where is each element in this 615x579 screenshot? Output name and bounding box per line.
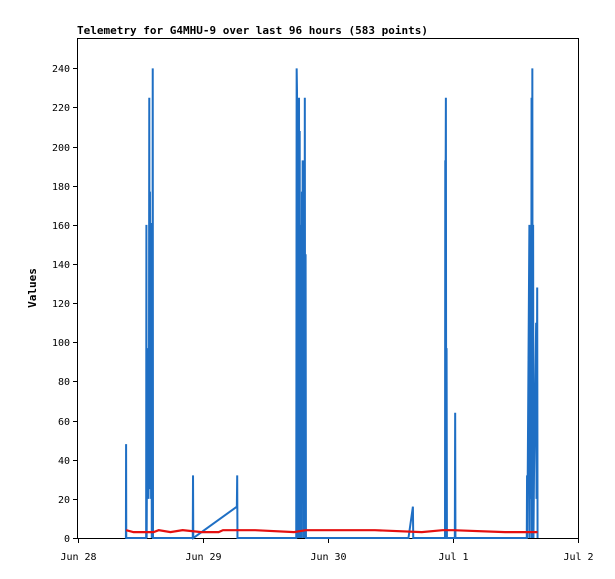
y-tick-label: 220 <box>52 103 70 114</box>
y-axis-label: Values <box>26 268 39 308</box>
x-tick-label: Jun 29 <box>185 552 221 563</box>
y-axis: 0 20 40 60 80 100 120 140 160 180 200 220 240 <box>52 64 78 545</box>
x-tick-label: Jun 28 <box>60 552 96 563</box>
y-tick-label: 240 <box>52 64 70 75</box>
y-tick-label: 160 <box>52 221 70 232</box>
y-tick-label: 80 <box>58 377 70 388</box>
y-tick-label: 100 <box>52 338 70 349</box>
y-tick-label: 140 <box>52 260 70 271</box>
y-tick-label: 180 <box>52 182 70 193</box>
chart-title: Telemetry for G4MHU-9 over last 96 hours… <box>77 24 428 37</box>
y-tick-label: 0 <box>64 534 70 545</box>
x-tick-label: Jun 30 <box>310 552 346 563</box>
y-tick-label: 40 <box>58 456 70 467</box>
y-tick-label: 200 <box>52 143 70 154</box>
y-tick-label: 20 <box>58 495 70 506</box>
y-tick-label: 120 <box>52 299 70 310</box>
series-2-line <box>125 529 538 534</box>
y-tick-label: 60 <box>58 417 70 428</box>
x-tick-label: Jul 1 <box>438 552 468 563</box>
series-1-line <box>124 68 539 540</box>
series-group <box>124 68 539 540</box>
x-axis: Jun 28 Jun 29 Jun 30 Jul 1 Jul 2 <box>60 538 594 563</box>
x-tick-label: Jul 2 <box>563 552 593 563</box>
